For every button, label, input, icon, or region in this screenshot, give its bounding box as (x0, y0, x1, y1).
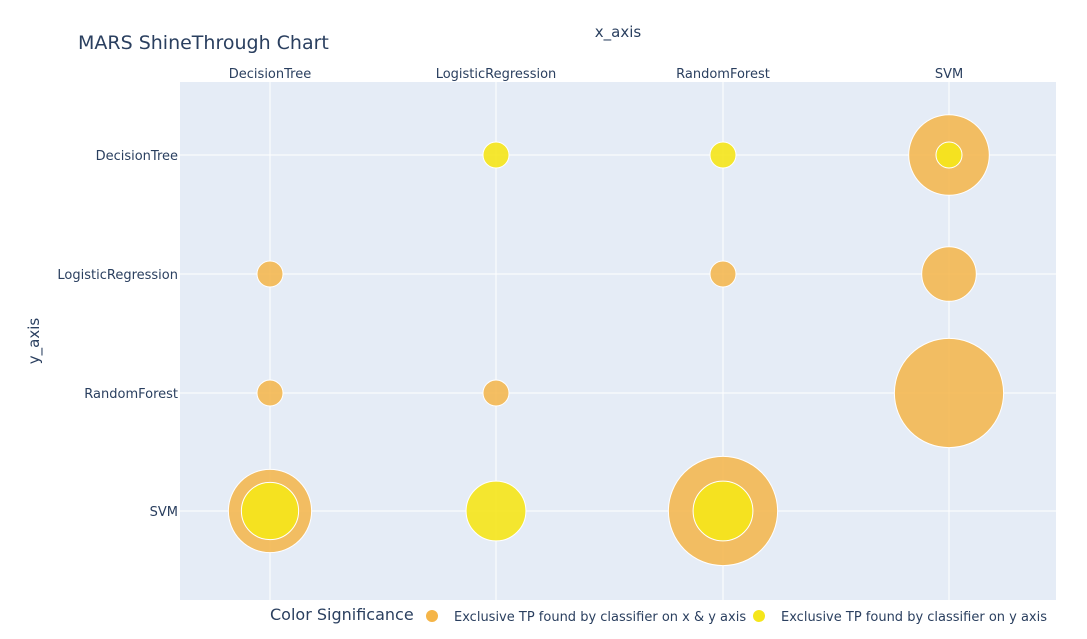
bubble-marker-xy[interactable] (256, 379, 284, 407)
legend-title: Color Significance (270, 605, 414, 624)
bubble-marker-y[interactable] (240, 481, 300, 541)
y-tick-label: RandomForest (84, 387, 178, 402)
x-axis-ticks: DecisionTree LogisticRegression RandomFore… (229, 67, 963, 82)
chart-title: MARS ShineThrough Chart (78, 32, 329, 54)
bubble-marker-xy[interactable] (256, 260, 284, 288)
bubble-marker-y[interactable] (935, 141, 963, 169)
bubble-marker-xy[interactable] (709, 260, 737, 288)
legend: Color Significance Exclusive TP found by… (270, 605, 1047, 625)
legend-label-y[interactable]: Exclusive TP found by classifier on y ax… (781, 610, 1047, 625)
legend-label-xy[interactable]: Exclusive TP found by classifier on x & … (454, 610, 746, 625)
y-tick-label: DecisionTree (96, 149, 178, 164)
bubble-marker-xy[interactable] (921, 246, 977, 302)
x-tick-label: SVM (935, 67, 963, 82)
bubble-marker-y[interactable] (465, 480, 527, 542)
x-tick-label: DecisionTree (229, 67, 311, 82)
bubble-marker-y[interactable] (692, 480, 754, 542)
bubble-marker-y[interactable] (482, 141, 510, 169)
y-tick-label: SVM (150, 505, 178, 520)
legend-marker-xy[interactable] (426, 610, 438, 622)
x-tick-label: LogisticRegression (436, 67, 557, 82)
bubble-marker-y[interactable] (709, 141, 737, 169)
bubble-markers (227, 114, 1005, 567)
y-axis-ticks: DecisionTree LogisticRegression RandomFore… (57, 149, 178, 520)
plot-area (180, 82, 1056, 600)
y-axis-title: y_axis (25, 318, 44, 365)
y-tick-label: LogisticRegression (57, 268, 178, 283)
legend-marker-y[interactable] (753, 610, 765, 622)
x-tick-label: RandomForest (676, 67, 770, 82)
x-axis-title: x_axis (595, 23, 642, 42)
bubble-marker-xy[interactable] (482, 379, 510, 407)
bubble-marker-xy[interactable] (893, 337, 1005, 449)
